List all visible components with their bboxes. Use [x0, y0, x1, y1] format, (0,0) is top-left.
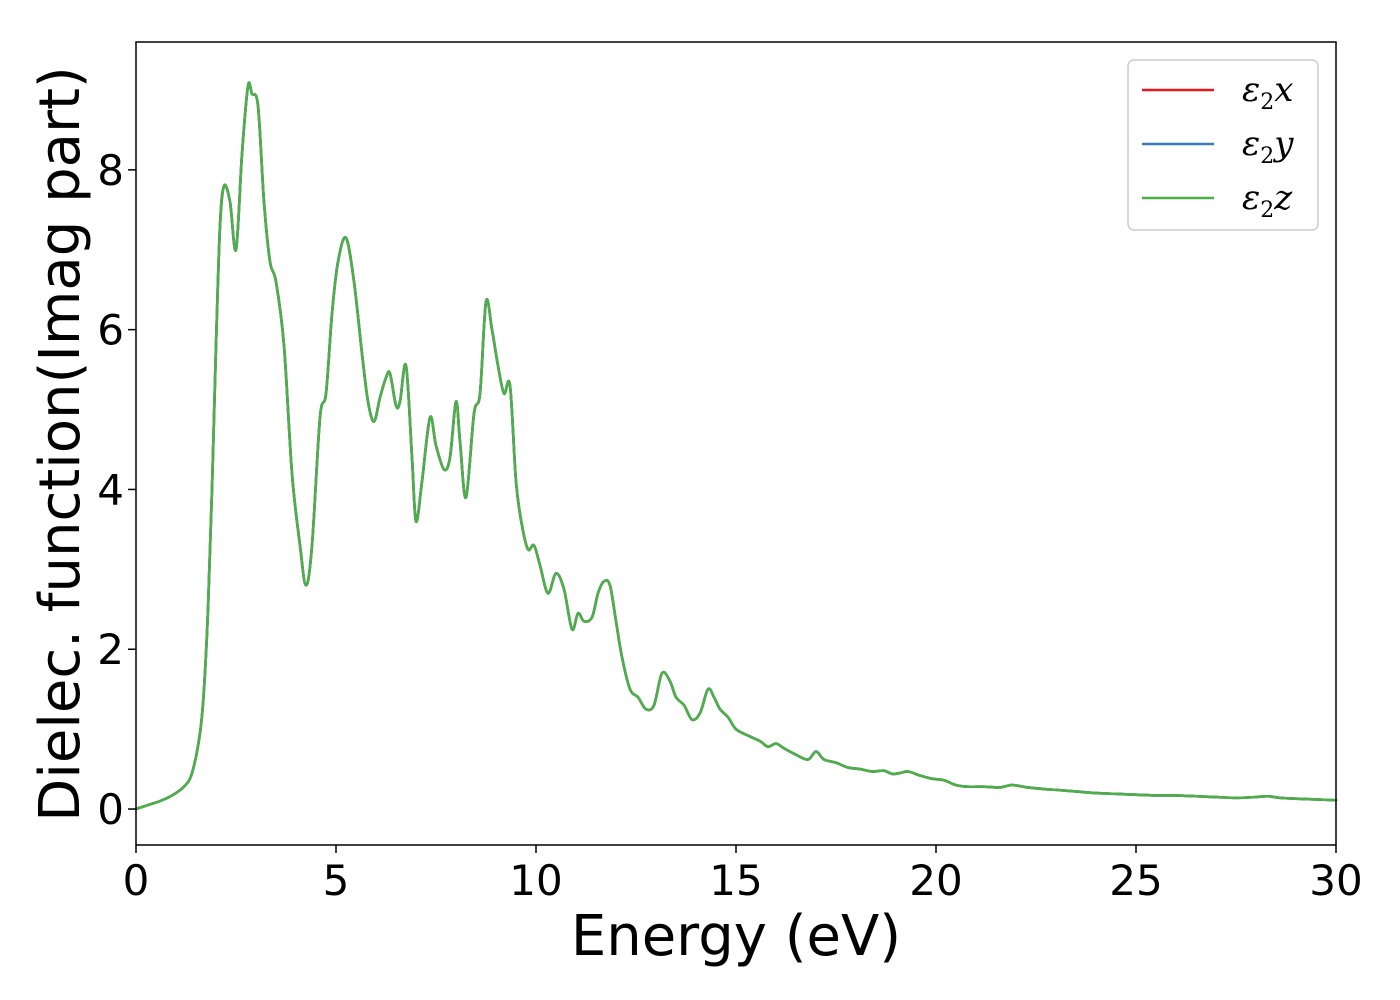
x-tick-label: 5	[323, 856, 350, 905]
y-tick-label: 8	[97, 146, 124, 195]
legend: ε2x ε2y ε2z	[1127, 59, 1319, 231]
y-axis-label: Dielec. function(Imag part)	[28, 66, 93, 822]
legend-box	[1127, 59, 1319, 231]
series-line-z	[134, 81, 1338, 811]
x-tick-label: 20	[909, 856, 962, 905]
y-tick-label: 2	[97, 625, 124, 674]
legend-label-x: ε2x	[1242, 70, 1293, 115]
x-axis-label: Energy (eV)	[571, 904, 901, 969]
legend-entries: ε2x ε2y ε2z	[1142, 70, 1294, 223]
axis-ticks: 0 5 10 15 20 25 30 0 2 4 6 8	[97, 146, 1362, 905]
legend-label-z: ε2z	[1242, 178, 1293, 223]
x-tick-label: 25	[1109, 856, 1162, 905]
y-tick-label: 6	[97, 306, 124, 355]
series-lines	[134, 81, 1338, 811]
x-tick-label: 15	[709, 856, 762, 905]
x-tick-label: 30	[1309, 856, 1362, 905]
y-tick-label: 0	[97, 785, 124, 834]
x-tick-label: 0	[123, 856, 150, 905]
y-tick-label: 4	[97, 465, 124, 514]
x-tick-label: 10	[509, 856, 562, 905]
legend-label-y: ε2y	[1242, 124, 1294, 169]
